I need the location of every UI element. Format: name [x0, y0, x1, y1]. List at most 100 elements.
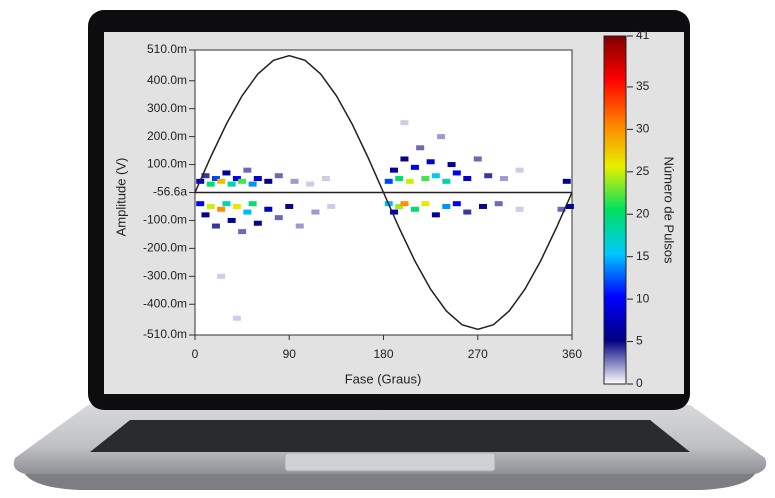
- y-tick-label: -200.0m: [143, 241, 187, 255]
- pulse-cell: [442, 203, 451, 209]
- pulse-cell: [321, 176, 330, 182]
- y-tick-label: -56.6a: [153, 185, 187, 199]
- y-axis-title: Amplitude (V): [113, 158, 128, 237]
- pulse-cell: [238, 229, 247, 235]
- pulse-cell: [306, 181, 315, 187]
- pulse-cell: [416, 145, 425, 151]
- pulse-cell: [227, 217, 236, 223]
- pulse-cell: [395, 203, 404, 209]
- colorbar-tick-label: 20: [636, 206, 650, 220]
- pulse-cell: [400, 201, 409, 207]
- laptop-edge: [25, 474, 755, 490]
- colorbar-tick-label: 25: [636, 164, 650, 178]
- pulse-cell: [410, 164, 419, 170]
- pulse-cell: [222, 201, 231, 207]
- pulse-cell: [264, 178, 273, 184]
- x-tick-label: 180: [373, 347, 393, 361]
- pulse-cell: [499, 176, 508, 182]
- pulse-cell: [431, 173, 440, 179]
- pulse-cell: [384, 178, 393, 184]
- x-tick-label: 0: [192, 347, 199, 361]
- pulse-cell: [389, 209, 398, 215]
- colorbar-title: Número de Pulsos: [662, 157, 677, 264]
- y-tick-label: -100.0m: [143, 213, 187, 227]
- pulse-cell: [421, 201, 430, 207]
- pulse-cell: [452, 201, 461, 207]
- y-tick-label: 510.0m: [147, 42, 187, 56]
- pulse-cell: [327, 203, 336, 209]
- pulse-cell: [232, 176, 241, 182]
- y-tick-label: 200.0m: [147, 129, 187, 143]
- trackpad: [284, 452, 496, 472]
- x-tick-label: 270: [468, 347, 488, 361]
- pulse-cell: [565, 203, 574, 209]
- pulse-cell: [274, 173, 283, 179]
- pulse-cell: [217, 273, 226, 279]
- y-tick-label: 300.0m: [147, 101, 187, 115]
- colorbar-tick-label: 5: [636, 334, 643, 348]
- pulse-cell: [400, 120, 409, 126]
- pulse-cell: [201, 212, 210, 218]
- pulse-cell: [426, 159, 435, 165]
- pulse-cell: [227, 181, 236, 187]
- colorbar: [603, 35, 627, 385]
- pulse-cell: [395, 176, 404, 182]
- pulse-cell: [222, 170, 231, 176]
- pulse-cell: [206, 181, 215, 187]
- colorbar-tick-label: 10: [636, 291, 650, 305]
- pulse-cell: [217, 206, 226, 212]
- pulse-cell: [295, 223, 304, 229]
- pulse-cell: [437, 134, 446, 140]
- pulse-cell: [243, 209, 252, 215]
- pulse-cell: [201, 173, 210, 179]
- pulse-cell: [211, 176, 220, 182]
- pulse-cell: [515, 206, 524, 212]
- pulse-cell: [447, 162, 456, 168]
- pulse-cell: [562, 178, 571, 184]
- pulse-cell: [557, 206, 566, 212]
- keyboard: [90, 420, 690, 452]
- colorbar-tick-label: 0: [636, 376, 643, 390]
- pulse-cell: [410, 206, 419, 212]
- pulse-cell: [217, 178, 226, 184]
- pulse-cell: [264, 206, 273, 212]
- pulse-cell: [484, 173, 493, 179]
- pulse-cell: [248, 181, 257, 187]
- pulse-cell: [494, 201, 503, 207]
- pulse-cell: [442, 178, 451, 184]
- colorbar-tick-label: 30: [636, 122, 650, 136]
- pulse-cell: [452, 170, 461, 176]
- pulse-cell: [400, 156, 409, 162]
- pulse-cell: [196, 201, 205, 207]
- pulse-cell: [211, 223, 220, 229]
- x-tick-label: 90: [283, 347, 297, 361]
- pulse-cell: [206, 203, 215, 209]
- pulse-cell: [248, 201, 257, 207]
- pulse-cell: [463, 209, 472, 215]
- reference-sine: [194, 54, 573, 331]
- pulse-cell: [253, 220, 262, 226]
- points: [196, 120, 574, 321]
- pulse-cell: [311, 209, 320, 215]
- x-axis-title: Fase (Graus): [345, 371, 422, 386]
- pulse-cell: [421, 176, 430, 182]
- colorbar-tick-label: 35: [636, 79, 650, 93]
- pulse-cell: [463, 176, 472, 182]
- y-tick-label: 100.0m: [147, 157, 187, 171]
- pulse-cell: [243, 167, 252, 173]
- pulse-cell: [274, 215, 283, 221]
- pulse-cell: [515, 167, 524, 173]
- pulse-cell: [290, 178, 299, 184]
- colorbar-tick-label: 15: [636, 249, 650, 263]
- y-tick-label: 400.0m: [147, 73, 187, 87]
- pulse-cell: [431, 212, 440, 218]
- y-tick-label: -300.0m: [143, 268, 187, 282]
- pulse-cell: [473, 156, 482, 162]
- pulse-cell: [232, 315, 241, 321]
- pulse-cell: [253, 176, 262, 182]
- pulse-cell: [285, 203, 294, 209]
- pulse-cell: [478, 203, 487, 209]
- pulse-cell: [405, 178, 414, 184]
- colorbar-tick-label: 41: [636, 28, 650, 42]
